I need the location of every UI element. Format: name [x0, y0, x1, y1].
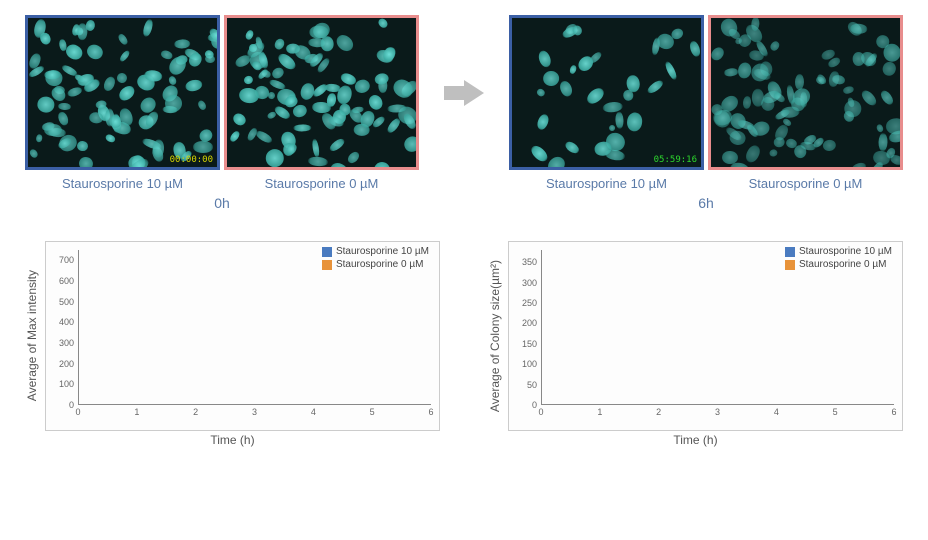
- x-tick: 0: [538, 407, 543, 417]
- image-label: Staurosporine 0 µM: [708, 176, 903, 191]
- x-tick: 4: [311, 407, 316, 417]
- arrow-right-icon: [444, 78, 484, 108]
- y-tick: 50: [527, 380, 537, 390]
- ylabel-right: Average of Colony size(µm²): [488, 260, 502, 412]
- legend: Staurosporine 10 µM Staurosporine 0 µM: [322, 246, 429, 272]
- y-tick: 350: [522, 257, 537, 267]
- legend-label: Staurosporine 0 µM: [336, 259, 423, 270]
- y-tick: 400: [59, 317, 74, 327]
- legend-item: Staurosporine 0 µM: [322, 259, 429, 270]
- legend-item: Staurosporine 10 µM: [785, 246, 892, 257]
- image-pair-6h: 05:59:16 Staurosporine 10 µM Staurosporin…: [509, 15, 903, 211]
- legend-item: Staurosporine 0 µM: [785, 259, 892, 270]
- charts-row: Average of Max intensity 010020030040050…: [25, 241, 903, 447]
- x-tick: 6: [428, 407, 433, 417]
- x-tick: 0: [75, 407, 80, 417]
- microscopy-image: [708, 15, 903, 170]
- x-tick: 3: [252, 407, 257, 417]
- legend-label: Staurosporine 0 µM: [799, 259, 886, 270]
- legend: Staurosporine 10 µM Staurosporine 0 µM: [785, 246, 892, 272]
- y-tick: 300: [522, 278, 537, 288]
- x-tick: 1: [134, 407, 139, 417]
- microscopy-panel-row: 00:00:00 Staurosporine 10 µM Staurosporin…: [25, 15, 903, 211]
- chart-max-intensity: Average of Max intensity 010020030040050…: [25, 241, 440, 447]
- x-tick: 1: [597, 407, 602, 417]
- legend-swatch: [785, 260, 795, 270]
- y-tick: 100: [522, 359, 537, 369]
- time-label-0h: 0h: [214, 195, 230, 211]
- y-tick: 500: [59, 297, 74, 307]
- timestamp: 00:00:00: [170, 155, 213, 165]
- legend-label: Staurosporine 10 µM: [336, 246, 429, 257]
- x-tick: 2: [656, 407, 661, 417]
- y-tick: 0: [532, 400, 537, 410]
- x-tick: 4: [774, 407, 779, 417]
- legend-swatch: [322, 247, 332, 257]
- x-tick: 5: [370, 407, 375, 417]
- x-tick: 2: [193, 407, 198, 417]
- y-tick: 200: [59, 359, 74, 369]
- time-label-6h: 6h: [698, 195, 714, 211]
- y-tick: 100: [59, 379, 74, 389]
- x-tick: 3: [715, 407, 720, 417]
- x-tick: 6: [891, 407, 896, 417]
- y-tick: 700: [59, 255, 74, 265]
- xlabel-right: Time (h): [673, 433, 717, 447]
- legend-swatch: [785, 247, 795, 257]
- image-label: Staurosporine 10 µM: [509, 176, 704, 191]
- microscopy-image: [224, 15, 419, 170]
- y-tick: 600: [59, 276, 74, 286]
- ylabel-left: Average of Max intensity: [25, 270, 39, 401]
- timestamp: 05:59:16: [654, 155, 697, 165]
- y-tick: 0: [69, 400, 74, 410]
- chart-colony-size: Average of Colony size(µm²) 050100150200…: [488, 241, 903, 447]
- x-tick: 5: [833, 407, 838, 417]
- y-tick: 300: [59, 338, 74, 348]
- y-tick: 150: [522, 339, 537, 349]
- y-tick: 200: [522, 318, 537, 328]
- image-pair-0h: 00:00:00 Staurosporine 10 µM Staurosporin…: [25, 15, 419, 211]
- legend-swatch: [322, 260, 332, 270]
- microscopy-image: 00:00:00: [25, 15, 220, 170]
- xlabel-left: Time (h): [210, 433, 254, 447]
- microscopy-image: 05:59:16: [509, 15, 704, 170]
- legend-item: Staurosporine 10 µM: [322, 246, 429, 257]
- image-label: Staurosporine 10 µM: [25, 176, 220, 191]
- image-label: Staurosporine 0 µM: [224, 176, 419, 191]
- y-tick: 250: [522, 298, 537, 308]
- legend-label: Staurosporine 10 µM: [799, 246, 892, 257]
